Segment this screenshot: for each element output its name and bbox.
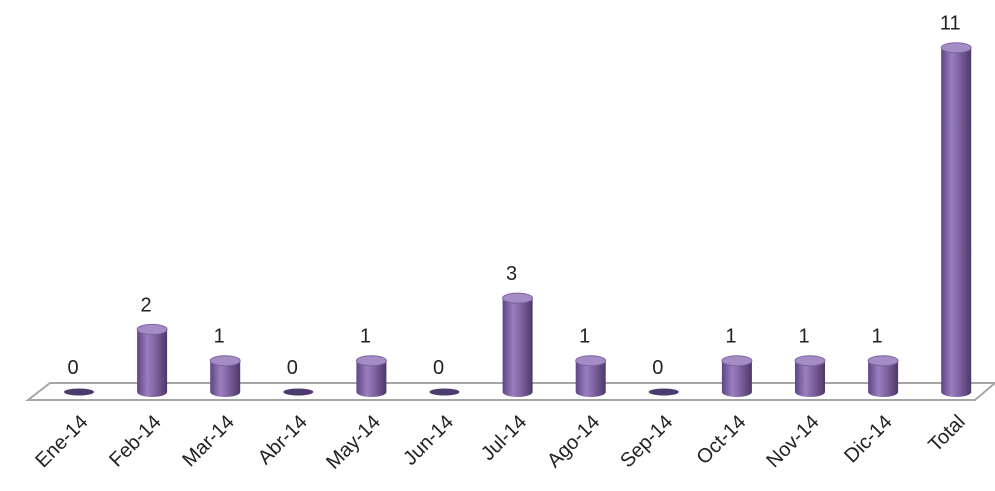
bar-oct-14: [721, 355, 753, 397]
bar-body: [575, 360, 606, 397]
data-label-dic-14: 1: [872, 326, 883, 348]
bar-top: [575, 355, 607, 367]
category-label-jul-14: Jul-14: [477, 411, 531, 465]
bar-top: [721, 355, 753, 367]
bars-group: [64, 42, 972, 397]
bar-jun-14: [429, 388, 460, 396]
bar-body: [721, 360, 752, 397]
bar-top: [502, 292, 534, 304]
category-label-abr-14: Abr-14: [254, 411, 312, 469]
category-label-jun-14: Jun-14: [399, 411, 458, 470]
category-label-nov-14: Nov-14: [762, 411, 823, 472]
category-label-feb-14: Feb-14: [105, 411, 165, 471]
data-label-feb-14: 2: [141, 294, 152, 316]
category-label-dic-14: Dic-14: [840, 411, 896, 467]
bar-jul-14: [502, 292, 534, 397]
data-label-abr-14: 0: [287, 357, 298, 379]
category-label-oct-14: Oct-14: [692, 411, 750, 469]
data-label-nov-14: 1: [798, 326, 809, 348]
data-label-oct-14: 1: [725, 326, 736, 348]
category-label-total: Total: [924, 411, 969, 456]
bar-body: [941, 47, 972, 397]
bar-top: [794, 355, 826, 367]
bar-zero-disc: [283, 388, 314, 396]
category-label-mar-14: Mar-14: [178, 411, 238, 471]
bar-sep-14: [648, 388, 679, 396]
data-label-mar-14: 1: [214, 326, 225, 348]
bar-feb-14: [136, 323, 168, 397]
bar-body: [502, 298, 533, 397]
bar-body: [795, 360, 825, 397]
bar-top: [355, 355, 387, 367]
bar-body: [356, 360, 387, 397]
bar-body: [137, 329, 168, 397]
bar-total: [940, 42, 972, 397]
bar-mar-14: [209, 355, 241, 397]
data-label-sep-14: 0: [652, 357, 663, 379]
bar-ago-14: [575, 355, 607, 397]
category-label-sep-14: Sep-14: [616, 411, 677, 472]
bar-zero-disc: [648, 388, 679, 396]
category-label-ago-14: Ago-14: [543, 411, 604, 472]
bar-body: [210, 360, 241, 397]
bar-dic-14: [867, 355, 899, 397]
bar-top: [940, 42, 972, 54]
data-label-may-14: 1: [360, 326, 371, 348]
data-label-ago-14: 1: [579, 326, 590, 348]
category-labels-group: Ene-14 Feb-14 Mar-14 Abr-14 May-14 Jun-14 Jul-…: [31, 411, 969, 474]
category-label-may-14: May-14: [322, 411, 385, 474]
data-label-total: 11: [940, 13, 961, 35]
data-label-ene-14: 0: [67, 357, 78, 379]
bar-zero-disc: [429, 388, 460, 396]
bar-may-14: [355, 355, 387, 397]
bar-top: [136, 323, 168, 335]
bar-top: [209, 355, 241, 367]
category-label-ene-14: Ene-14: [31, 411, 92, 472]
bar-abr-14: [283, 388, 314, 396]
bar-ene-14: [64, 388, 94, 396]
data-label-jul-14: 3: [506, 263, 517, 285]
bar-body: [868, 360, 899, 397]
bar-top: [867, 355, 899, 367]
bar-zero-disc: [64, 388, 94, 396]
bar-nov-14: [794, 355, 826, 397]
data-label-jun-14: 0: [433, 357, 444, 379]
